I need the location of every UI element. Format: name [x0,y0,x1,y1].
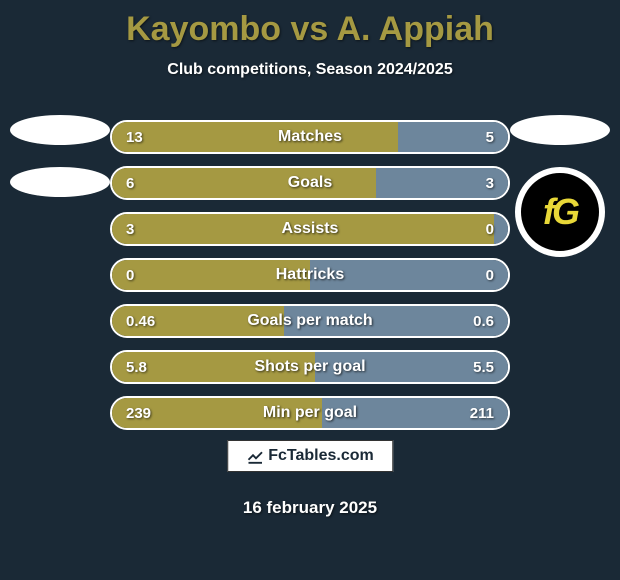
stat-left-value: 0.46 [112,306,284,336]
stat-right-value: 0 [494,214,508,244]
stat-row: 239211Min per goal [110,396,510,430]
stat-left-value: 239 [112,398,322,428]
placeholder-ellipse [10,115,110,145]
placeholder-ellipse [10,167,110,197]
site-logo: FcTables.com [227,440,393,472]
club-logo: fG [515,167,605,257]
stat-right-value: 0.6 [284,306,508,336]
comparison-date: 16 february 2025 [0,498,620,518]
stat-right-value: 211 [322,398,508,428]
stat-row: 30Assists [110,212,510,246]
stat-right-value: 5 [398,122,508,152]
stat-left-value: 5.8 [112,352,315,382]
placeholder-ellipse [510,115,610,145]
stat-left-value: 13 [112,122,398,152]
site-logo-text: FcTables.com [268,447,374,465]
player-left-logos [10,115,110,219]
stat-right-value: 3 [376,168,508,198]
stat-row: 5.85.5Shots per goal [110,350,510,384]
club-logo-text: fG [543,191,577,233]
stat-left-value: 6 [112,168,376,198]
stat-row: 135Matches [110,120,510,154]
chart-icon [246,447,264,465]
stat-right-value: 0 [310,260,508,290]
stat-left-value: 0 [112,260,310,290]
comparison-subtitle: Club competitions, Season 2024/2025 [0,61,620,79]
player-right-logos: fG [510,115,610,257]
stats-bars: 135Matches 63Goals 30Assists 00Hattricks 0.4… [110,120,510,442]
stat-left-value: 3 [112,214,494,244]
stat-right-value: 5.5 [315,352,508,382]
comparison-title: Kayombo vs A. Appiah [0,0,620,49]
stat-row: 00Hattricks [110,258,510,292]
stat-row: 0.460.6Goals per match [110,304,510,338]
stat-row: 63Goals [110,166,510,200]
